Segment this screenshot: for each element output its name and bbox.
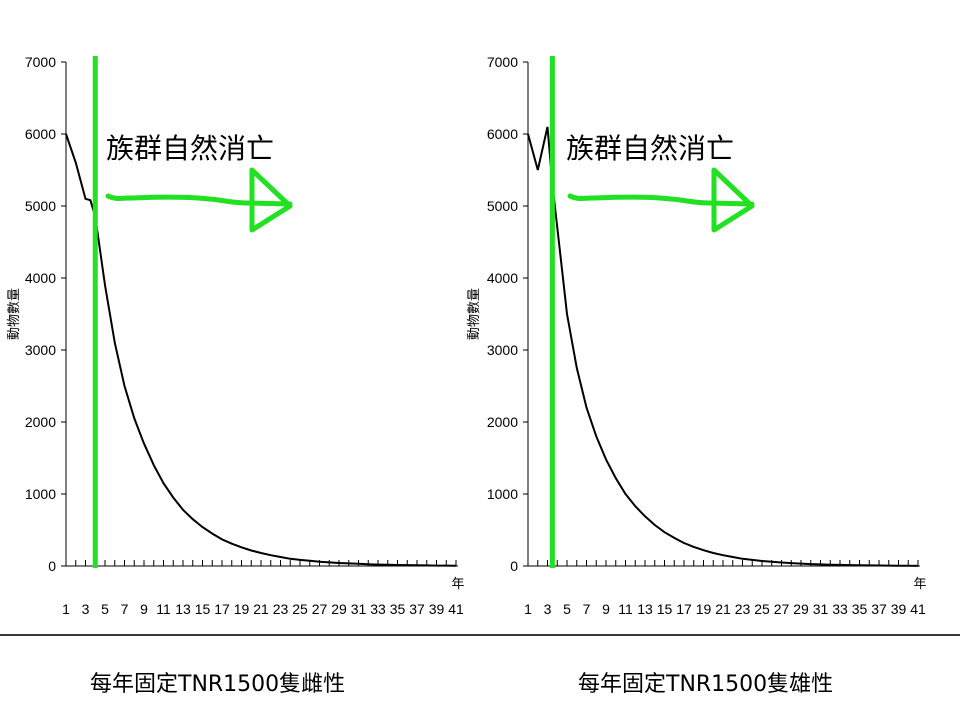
x-tick-label: 13 (175, 601, 191, 617)
x-unit-label: 年 (913, 577, 926, 592)
y-tick-label: 3000 (25, 342, 56, 358)
x-tick-label: 29 (331, 601, 347, 617)
x-tick-label: 21 (715, 601, 731, 617)
arrow-shaft (105, 193, 293, 207)
arrow-shaft (567, 193, 755, 207)
x-tick-label: 25 (292, 601, 308, 617)
x-tick-label: 9 (602, 601, 610, 617)
x-tick-label: 41 (448, 601, 464, 617)
x-tick-label: 23 (273, 601, 289, 617)
x-tick-label: 35 (852, 601, 868, 617)
x-tick-label: 15 (195, 601, 211, 617)
x-tick-label: 39 (429, 601, 445, 617)
x-tick-label: 25 (754, 601, 770, 617)
annotation-text: 族群自然消亡 (566, 132, 734, 165)
x-tick-label: 37 (409, 601, 425, 617)
caption-left: 每年固定TNR1500隻雌性 (90, 672, 346, 697)
series-line (527, 126, 919, 567)
x-tick-label: 31 (351, 601, 367, 617)
x-tick-label: 11 (618, 601, 633, 617)
x-tick-label: 5 (563, 601, 571, 617)
x-tick-label: 7 (121, 601, 129, 617)
y-axis-label: 動物數量 (7, 288, 22, 340)
arrow-head (249, 167, 293, 233)
y-tick-label: 0 (510, 558, 518, 574)
y-tick-label: 4000 (25, 270, 56, 286)
y-tick-label: 2000 (25, 414, 56, 430)
x-tick-label: 37 (871, 601, 887, 617)
annotation-text: 族群自然消亡 (106, 132, 274, 165)
x-tick-label: 13 (637, 601, 653, 617)
y-tick-label: 2000 (487, 414, 518, 430)
y-tick-label: 6000 (25, 126, 56, 142)
x-tick-label: 31 (813, 601, 829, 617)
y-tick-label: 0 (48, 558, 56, 574)
x-tick-label: 3 (544, 601, 552, 617)
x-tick-label: 19 (234, 601, 250, 617)
x-tick-label: 1 (524, 601, 532, 617)
x-tick-label: 35 (390, 601, 406, 617)
y-tick-label: 3000 (487, 342, 518, 358)
x-tick-label: 33 (832, 601, 848, 617)
y-tick-label: 4000 (487, 270, 518, 286)
y-axis-label: 動物數量 (467, 288, 482, 340)
x-unit-label: 年 (451, 577, 464, 592)
x-tick-label: 9 (140, 601, 148, 617)
x-tick-label: 5 (101, 601, 109, 617)
x-tick-label: 1 (62, 601, 70, 617)
x-tick-label: 39 (891, 601, 907, 617)
y-tick-label: 7000 (487, 54, 518, 70)
y-tick-label: 6000 (487, 126, 518, 142)
x-tick-label: 27 (774, 601, 790, 617)
x-tick-label: 41 (910, 601, 926, 617)
x-tick-label: 11 (156, 601, 171, 617)
y-tick-label: 5000 (487, 198, 518, 214)
y-tick-label: 1000 (25, 486, 56, 502)
x-tick-label: 19 (696, 601, 712, 617)
caption-right: 每年固定TNR1500隻雄性 (578, 672, 834, 697)
x-tick-label: 15 (657, 601, 673, 617)
arrow-head (711, 167, 755, 233)
x-tick-label: 33 (370, 601, 386, 617)
x-tick-label: 23 (735, 601, 751, 617)
series-line (65, 133, 457, 567)
x-tick-label: 27 (312, 601, 328, 617)
x-tick-label: 29 (793, 601, 809, 617)
x-tick-label: 17 (214, 601, 230, 617)
x-tick-label: 17 (676, 601, 692, 617)
y-tick-label: 5000 (25, 198, 56, 214)
divider-line (0, 634, 960, 636)
x-tick-label: 7 (583, 601, 591, 617)
x-tick-label: 3 (82, 601, 90, 617)
x-tick-label: 21 (253, 601, 269, 617)
y-tick-label: 1000 (487, 486, 518, 502)
y-tick-label: 7000 (25, 54, 56, 70)
